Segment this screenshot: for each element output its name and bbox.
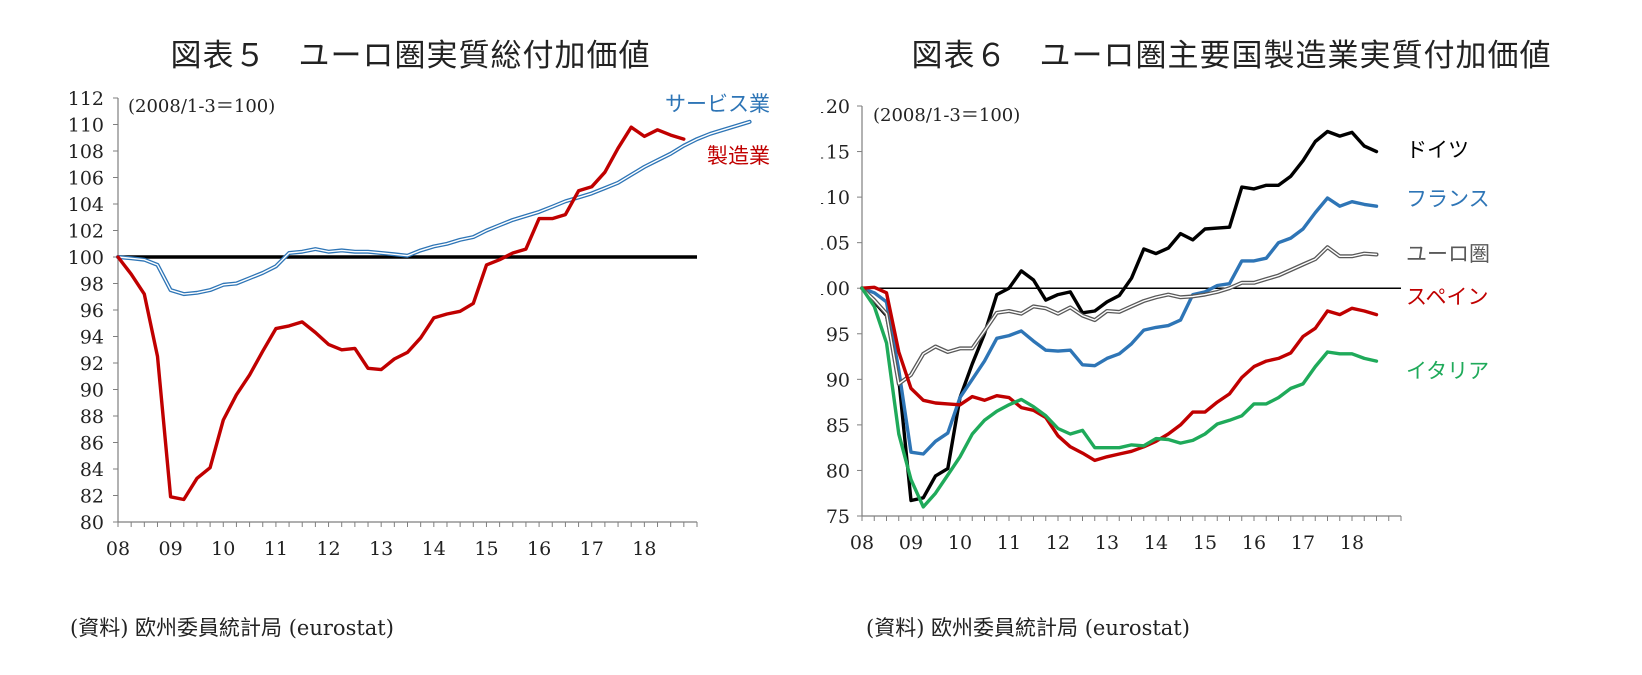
series-label-1: サービス業 <box>665 92 770 116</box>
y-tick-label: 96 <box>80 300 104 322</box>
y-tick-label: 115 <box>821 142 850 164</box>
y-tick-label: 82 <box>80 486 104 508</box>
y-tick-label: 110 <box>821 187 850 209</box>
y-tick-label: 88 <box>80 406 104 428</box>
series-label-2: 製造業 <box>707 144 770 168</box>
chart-panel-manufacturing-by-country: 図表６ ユーロ圏主要国製造業実質付加価値 7580859095100105110… <box>821 0 1642 675</box>
series-line-2 <box>860 196 1379 456</box>
x-tick-label: 16 <box>1242 532 1266 554</box>
series-line-3-inner <box>861 246 1378 385</box>
x-tick-label: 14 <box>1144 532 1168 554</box>
x-tick-label: 08 <box>850 532 874 554</box>
x-tick-label: 10 <box>211 538 235 560</box>
y-tick-label: 90 <box>826 369 850 391</box>
y-tick-label: 112 <box>68 88 104 110</box>
x-tick-label: 14 <box>422 538 446 560</box>
y-tick-label: 120 <box>821 96 850 118</box>
x-tick-label: 10 <box>948 532 972 554</box>
y-tick-label: 105 <box>821 233 850 255</box>
y-tick-label: 85 <box>826 415 850 437</box>
x-tick-label: 11 <box>997 532 1021 554</box>
y-tick-label: 92 <box>80 353 104 375</box>
x-tick-label: 13 <box>369 538 393 560</box>
unit-note: (2008/1-3＝100) <box>873 105 1020 126</box>
series-line-2 <box>116 125 686 502</box>
y-tick-label: 98 <box>80 274 104 296</box>
y-tick-label: 100 <box>68 247 104 269</box>
chart-title: 図表６ ユーロ圏主要国製造業実質付加価値 <box>911 38 1552 74</box>
y-tick-label: 95 <box>826 324 850 346</box>
source-note: (資料) 欧州委員統計局 (eurostat) <box>866 616 1190 640</box>
x-tick-label: 12 <box>1046 532 1070 554</box>
y-tick-label: 80 <box>826 460 850 482</box>
series-label-3: ユーロ圏 <box>1406 242 1490 266</box>
x-tick-label: 12 <box>316 538 340 560</box>
series-line-1 <box>116 119 752 297</box>
chart-title: 図表５ ユーロ圏実質総付加価値 <box>170 38 651 74</box>
x-tick-label: 15 <box>474 538 498 560</box>
series-line-4 <box>860 285 1379 463</box>
x-tick-label: 17 <box>1291 532 1315 554</box>
chart-panel-value-added: 図表５ ユーロ圏実質総付加価値 80 82 84 86 88 90 92 94 96 98 100 1… <box>68 38 770 640</box>
x-tick-label: 18 <box>1340 532 1364 554</box>
x-tick-label: 17 <box>580 538 604 560</box>
y-tick-label: 106 <box>68 168 104 190</box>
x-tick-label: 13 <box>1095 532 1119 554</box>
x-tick-label: 16 <box>527 538 551 560</box>
x-tick-label: 08 <box>106 538 130 560</box>
y-tick-label: 84 <box>80 459 104 481</box>
y-tick-label: 102 <box>68 221 104 243</box>
series-line-5 <box>860 286 1379 509</box>
chart-plot-manufacturing-by-country: 75 80 85 90 95 100 105 110 115 120 08 09 10 11 12 13 14 1… <box>821 96 1490 554</box>
y-tick-label: 80 <box>80 512 104 534</box>
y-tick-label: 75 <box>826 506 850 528</box>
y-tick-label: 108 <box>68 141 104 163</box>
series-line-1-inner <box>117 121 751 295</box>
series-line-1 <box>860 129 1379 503</box>
series-line-3 <box>860 245 1379 386</box>
x-tick-label: 18 <box>632 538 656 560</box>
y-tick-label: 100 <box>821 278 850 300</box>
y-tick-label: 104 <box>68 194 104 216</box>
y-tick-label: 90 <box>80 380 104 402</box>
x-tick-label: 15 <box>1193 532 1217 554</box>
series-label-4: スペイン <box>1406 285 1489 309</box>
x-tick-label: 09 <box>159 538 183 560</box>
series-label-1: ドイツ <box>1406 138 1469 162</box>
series-label-2: フランス <box>1406 187 1490 211</box>
source-note: (資料) 欧州委員統計局 (eurostat) <box>70 616 394 640</box>
y-tick-label: 94 <box>80 327 104 349</box>
y-tick-label: 110 <box>68 115 104 137</box>
chart-plot-value-added: 80 82 84 86 88 90 92 94 96 98 100 102 104 106 108 110 11… <box>68 88 770 560</box>
x-tick-label: 11 <box>264 538 288 560</box>
x-tick-label: 09 <box>899 532 923 554</box>
y-tick-label: 86 <box>80 433 104 455</box>
unit-note: (2008/1-3＝100) <box>128 96 275 117</box>
series-label-5: イタリア <box>1406 359 1489 383</box>
